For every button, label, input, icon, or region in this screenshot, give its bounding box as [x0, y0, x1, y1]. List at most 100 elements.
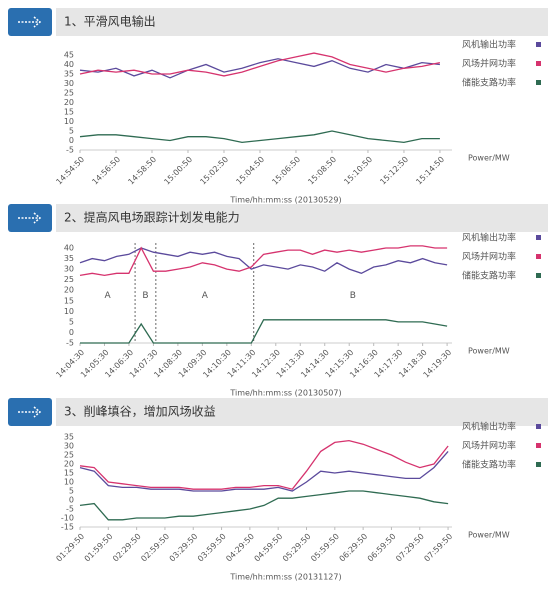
legend-label: 储能支路功率 — [462, 77, 516, 89]
legend-swatch — [536, 273, 541, 278]
legend-label: 风场并网功率 — [462, 251, 516, 263]
header-bar — [56, 204, 548, 232]
x-tick-label: 04:29:50 — [224, 532, 256, 564]
x-tick-label: 15:12:50 — [378, 155, 410, 187]
y-tick-label: 5 — [69, 487, 74, 496]
x-tick-label: 15:08:50 — [306, 155, 338, 187]
y-tick-label: 5 — [69, 317, 74, 326]
y-tick-label: 10 — [64, 307, 74, 316]
y-tick-label: -5 — [66, 505, 74, 514]
x-tick-label: 04:59:50 — [253, 532, 285, 564]
y-tick-label: 30 — [64, 79, 74, 88]
x-axis-label: Time/hh:mm:ss (20130529) — [229, 196, 341, 205]
header-bar — [56, 398, 548, 426]
y-tick-label: -5 — [66, 146, 74, 155]
x-tick-label: 02:29:50 — [111, 532, 143, 564]
x-tick-label: 14:54:50 — [54, 155, 86, 187]
x-tick-label: 15:04:50 — [234, 155, 266, 187]
y-tick-label: 15 — [64, 469, 74, 478]
y-tick-label: -15 — [61, 523, 74, 532]
series-line — [79, 439, 449, 490]
y-tick-label: 35 — [64, 70, 74, 79]
x-tick-label: 07:29:50 — [394, 532, 426, 564]
y-tick-label: 10 — [64, 478, 74, 487]
legend-label: 风机输出功率 — [462, 421, 516, 433]
x-tick-label: 07:59:50 — [422, 532, 454, 564]
y-axis-label: Power/MW — [468, 154, 510, 163]
series-line — [79, 245, 448, 277]
legend-label: 风场并网功率 — [462, 58, 516, 70]
y-tick-label: 20 — [64, 286, 74, 295]
x-tick-label: 15:00:50 — [162, 155, 194, 187]
y-tick-label: 40 — [64, 244, 74, 253]
y-tick-label: 35 — [64, 254, 74, 263]
x-tick-label: 15:14:50 — [414, 155, 446, 187]
region-label: A — [104, 291, 111, 301]
legend-label: 风机输出功率 — [462, 232, 516, 244]
x-tick-label: 14:56:50 — [90, 155, 122, 187]
x-tick-label: 01:59:50 — [83, 532, 115, 564]
x-tick-label: 01:29:50 — [54, 532, 86, 564]
y-tick-label: 30 — [64, 442, 74, 451]
legend-swatch — [536, 80, 541, 85]
x-axis-label: Time/hh:mm:ss (20131127) — [229, 573, 341, 582]
y-tick-label: 20 — [64, 460, 74, 469]
y-tick-label: 0 — [69, 496, 74, 505]
x-tick-label: 06:59:50 — [366, 532, 398, 564]
legend-label: 风机输出功率 — [462, 39, 516, 51]
x-tick-label: 02:59:50 — [139, 532, 171, 564]
legend-swatch — [536, 254, 541, 259]
y-axis-label: Power/MW — [468, 531, 510, 540]
header-arrow — [18, 212, 42, 224]
x-tick-label: 15:10:50 — [342, 155, 374, 187]
series-line — [79, 450, 449, 492]
y-tick-label: 15 — [64, 296, 74, 305]
x-tick-label: 05:59:50 — [309, 532, 341, 564]
series-line — [79, 490, 449, 521]
x-axis-label: Time/hh:mm:ss (20130507) — [229, 389, 341, 398]
series-line — [79, 130, 440, 144]
y-tick-label: 35 — [64, 433, 74, 442]
y-tick-label: 5 — [69, 127, 74, 136]
x-tick-label: 05:29:50 — [281, 532, 313, 564]
y-axis-label: Power/MW — [468, 347, 510, 356]
chart-title: 1、平滑风电输出 — [64, 14, 156, 29]
y-tick-label: 25 — [64, 451, 74, 460]
y-tick-label: 15 — [64, 108, 74, 117]
y-tick-label: 0 — [69, 136, 74, 145]
series-line — [79, 58, 440, 79]
chart-title: 2、提高风电场跟踪计划发电能力 — [64, 210, 240, 225]
header-arrow — [18, 406, 42, 418]
header-bar — [56, 8, 548, 36]
region-label: B — [350, 291, 356, 301]
y-tick-label: 10 — [64, 117, 74, 126]
series-line — [80, 319, 448, 344]
x-tick-label: 06:29:50 — [338, 532, 370, 564]
series-line — [79, 52, 441, 77]
x-tick-label: 03:59:50 — [196, 532, 228, 564]
x-tick-label: 14:58:50 — [126, 155, 158, 187]
y-tick-label: 25 — [64, 275, 74, 284]
legend-swatch — [536, 235, 541, 240]
legend-label: 储能支路功率 — [462, 270, 516, 282]
legend-swatch — [536, 443, 541, 448]
chart-title: 3、削峰填谷，增加风场收益 — [64, 405, 216, 419]
region-label: A — [202, 291, 209, 301]
y-tick-label: -10 — [61, 514, 74, 523]
legend-swatch — [536, 42, 541, 47]
region-label: B — [142, 291, 148, 301]
y-tick-label: 30 — [64, 265, 74, 274]
y-tick-label: 25 — [64, 89, 74, 98]
legend-label: 风场并网功率 — [462, 440, 516, 452]
legend-swatch — [536, 462, 541, 467]
y-tick-label: 40 — [64, 60, 74, 69]
y-tick-label: 0 — [69, 328, 74, 337]
y-tick-label: 45 — [64, 51, 74, 60]
x-tick-label: 15:06:50 — [270, 155, 302, 187]
y-tick-label: 20 — [64, 98, 74, 107]
legend-label: 储能支路功率 — [462, 459, 516, 471]
y-tick-label: -5 — [66, 339, 74, 348]
legend-swatch — [536, 424, 541, 429]
header-arrow — [18, 16, 42, 28]
